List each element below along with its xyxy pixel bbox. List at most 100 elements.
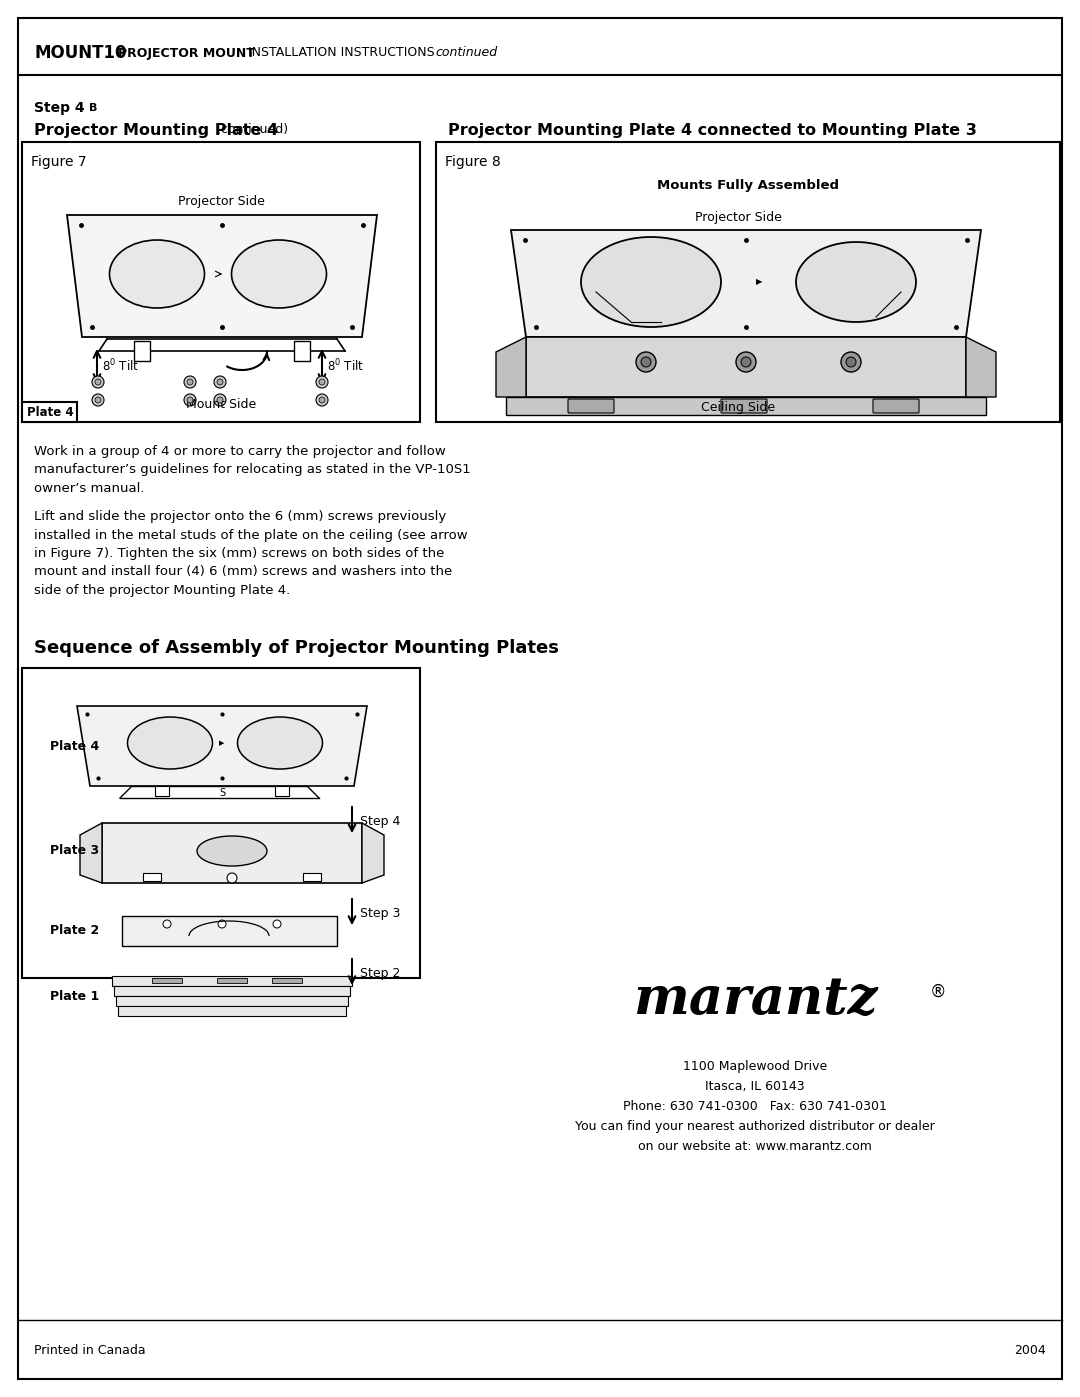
Text: MOUNT10: MOUNT10 (33, 43, 126, 61)
Polygon shape (80, 823, 102, 883)
Bar (114, 986, 350, 996)
FancyBboxPatch shape (873, 400, 919, 414)
Circle shape (316, 376, 328, 388)
Text: Printed in Canada: Printed in Canada (33, 1344, 146, 1356)
Circle shape (92, 394, 104, 407)
Text: Plate 2: Plate 2 (50, 925, 99, 937)
Circle shape (319, 397, 325, 402)
Text: ®: ® (930, 983, 946, 1002)
Ellipse shape (238, 717, 323, 768)
Text: Mount Side: Mount Side (186, 398, 256, 411)
Circle shape (642, 358, 651, 367)
Text: Projector Mounting Plate 4: Projector Mounting Plate 4 (33, 123, 279, 137)
Circle shape (217, 397, 222, 402)
Text: B: B (89, 103, 97, 113)
Circle shape (846, 358, 856, 367)
Circle shape (187, 379, 193, 386)
Circle shape (184, 376, 195, 388)
Circle shape (735, 352, 756, 372)
Text: 1100 Maplewood Drive
Itasca, IL 60143
Phone: 630 741-0300   Fax: 630 741-0301
Yo: 1100 Maplewood Drive Itasca, IL 60143 Ph… (576, 1060, 935, 1153)
Circle shape (95, 397, 102, 402)
Text: S: S (219, 788, 225, 798)
Bar (22, 402, 77, 422)
Text: Step 2: Step 2 (360, 968, 401, 981)
Circle shape (227, 873, 237, 883)
Text: Lift and slide the projector onto the 6 (mm) screws previously
installed in the : Lift and slide the projector onto the 6 … (33, 510, 468, 597)
FancyBboxPatch shape (568, 400, 615, 414)
Bar (303, 873, 321, 882)
Text: PROJECTOR MOUNT: PROJECTOR MOUNT (118, 46, 255, 60)
Circle shape (316, 394, 328, 407)
Text: 2004: 2004 (1014, 1344, 1047, 1356)
Bar (22, 668, 420, 978)
Circle shape (92, 376, 104, 388)
Text: 8$^0$ Tilt: 8$^0$ Tilt (327, 358, 364, 374)
Bar (118, 1006, 346, 1016)
Circle shape (218, 921, 226, 928)
Polygon shape (77, 705, 367, 787)
Circle shape (184, 394, 195, 407)
Bar (152, 978, 183, 983)
Text: Projector Side: Projector Side (177, 196, 265, 208)
Ellipse shape (127, 717, 213, 768)
Circle shape (163, 921, 171, 928)
Text: Ceiling Side: Ceiling Side (701, 401, 775, 414)
Text: ▶: ▶ (756, 278, 762, 286)
Text: INSTALLATION INSTRUCTIONS: INSTALLATION INSTRUCTIONS (240, 46, 438, 60)
Text: Work in a group of 4 or more to carry the projector and follow
manufacturer’s gu: Work in a group of 4 or more to carry th… (33, 446, 471, 495)
Ellipse shape (197, 835, 267, 866)
Bar (134, 341, 150, 360)
Text: ▶: ▶ (219, 740, 225, 746)
Text: (continued): (continued) (212, 123, 288, 137)
FancyBboxPatch shape (721, 400, 767, 414)
Bar (275, 787, 289, 796)
Bar (526, 337, 966, 397)
Circle shape (187, 397, 193, 402)
Ellipse shape (581, 237, 721, 327)
Bar (272, 978, 302, 983)
Text: Projector Mounting Plate 4 connected to Mounting Plate 3: Projector Mounting Plate 4 connected to … (448, 123, 977, 137)
Polygon shape (362, 823, 384, 883)
Circle shape (741, 358, 751, 367)
Bar (116, 996, 348, 1006)
Bar (122, 916, 337, 946)
Ellipse shape (231, 240, 326, 307)
Polygon shape (511, 231, 981, 337)
Text: Plate 4: Plate 4 (50, 739, 99, 753)
Ellipse shape (796, 242, 916, 321)
Text: Plate 4: Plate 4 (27, 405, 73, 419)
Polygon shape (496, 337, 526, 397)
Text: marantz: marantz (633, 975, 877, 1025)
Text: Plate 3: Plate 3 (50, 845, 99, 858)
Circle shape (214, 376, 226, 388)
Ellipse shape (109, 240, 204, 307)
Circle shape (214, 394, 226, 407)
Text: Mounts Fully Assembled: Mounts Fully Assembled (657, 179, 839, 191)
Circle shape (217, 379, 222, 386)
Text: 8$^0$ Tilt: 8$^0$ Tilt (102, 358, 139, 374)
Bar (294, 341, 310, 360)
Text: Step 4: Step 4 (360, 816, 401, 828)
Circle shape (273, 921, 281, 928)
Bar (112, 977, 352, 986)
Circle shape (95, 379, 102, 386)
Bar (102, 823, 362, 883)
Text: Plate 1: Plate 1 (50, 989, 99, 1003)
Polygon shape (67, 215, 377, 337)
Circle shape (319, 379, 325, 386)
Text: Step 3: Step 3 (360, 908, 401, 921)
Text: Sequence of Assembly of Projector Mounting Plates: Sequence of Assembly of Projector Mounti… (33, 638, 558, 657)
Bar (507, 397, 986, 415)
Polygon shape (966, 337, 996, 397)
Text: Figure 8: Figure 8 (445, 155, 501, 169)
Circle shape (841, 352, 861, 372)
Circle shape (636, 352, 656, 372)
Bar (217, 978, 247, 983)
Text: Projector Side: Projector Side (694, 211, 782, 224)
Text: Step 4: Step 4 (33, 101, 90, 115)
Bar (436, 142, 1059, 422)
Bar (22, 142, 420, 422)
Text: continued: continued (435, 46, 497, 60)
Text: Figure 7: Figure 7 (31, 155, 86, 169)
Bar (156, 787, 168, 796)
